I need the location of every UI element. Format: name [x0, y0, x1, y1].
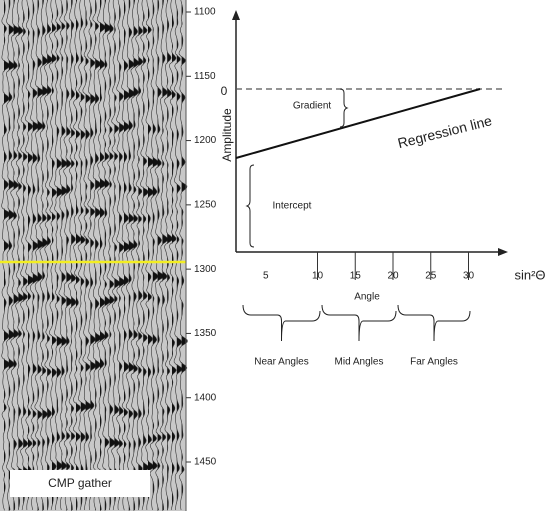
trace [1, 0, 11, 511]
intercept-label: Intercept [273, 201, 312, 212]
trace-fill [80, 0, 87, 511]
zero-label: 0 [221, 84, 228, 98]
trace [67, 0, 77, 510]
brace [397, 304, 471, 342]
x-ticks: 5 10 15 20 25 30 [263, 252, 475, 282]
x-variable: sin²Θ [514, 267, 545, 282]
trace [58, 0, 68, 511]
trace [82, 0, 92, 511]
trace [139, 0, 150, 511]
trace [39, 0, 49, 511]
x-tick-label: 30 [463, 271, 475, 282]
time-tick-label: 1400 [194, 392, 217, 403]
time-tick-label: 1150 [194, 71, 216, 82]
trace [5, 0, 15, 511]
time-tick-label: 1350 [194, 328, 217, 339]
gather-label-box [10, 470, 150, 497]
trace [54, 0, 64, 510]
trace [145, 0, 155, 511]
y-arrow [232, 10, 240, 20]
trace [96, 0, 107, 511]
x-axis-title: Angle [354, 292, 380, 303]
trace [44, 0, 53, 511]
x-tick-label: 5 [263, 271, 269, 282]
y-axis-label: Amplitude [220, 108, 234, 162]
trace [154, 0, 165, 511]
group-label: Mid Angles [335, 357, 384, 368]
trace [164, 0, 174, 511]
trace-fill [18, 0, 25, 511]
time-tick-label: 1100 [194, 7, 216, 18]
time-tick-label: 1250 [194, 199, 217, 210]
time-tick-label: 1300 [194, 264, 217, 275]
trace [15, 0, 25, 511]
brace [242, 304, 321, 342]
trace [111, 0, 121, 511]
trace [178, 0, 188, 511]
regression-label: Regression line [396, 112, 494, 151]
trace-fill [37, 0, 44, 511]
x-tick-label: 25 [425, 271, 437, 282]
angle-groups: Near Angles Mid Angles Far Angles [242, 304, 471, 368]
trace-fill [157, 0, 164, 511]
trace [173, 0, 183, 510]
trace-fill [109, 0, 116, 511]
trace-fill [76, 0, 81, 511]
group-label: Far Angles [410, 357, 458, 368]
trace-fill [172, 0, 177, 511]
trace-fill [23, 0, 29, 511]
trace [77, 0, 87, 511]
trace [24, 0, 35, 511]
trace [135, 0, 144, 511]
trace-fill [28, 0, 34, 511]
trace-fill [32, 0, 39, 511]
trace [106, 0, 116, 511]
trace-fill [114, 0, 120, 511]
gradient-bracket [339, 88, 349, 128]
trace [87, 0, 97, 511]
trace-fill [4, 0, 11, 511]
brace [321, 304, 397, 342]
wiggle-traces [1, 0, 188, 511]
trace [20, 0, 29, 511]
trace-fill [119, 0, 126, 511]
trace-fill [148, 0, 154, 511]
trace [92, 0, 102, 511]
trace-fill [61, 0, 68, 511]
trace-fill [42, 0, 49, 511]
trace [168, 0, 177, 511]
x-arrow [498, 248, 508, 256]
trace [130, 0, 140, 511]
trace [72, 0, 82, 511]
time-tick-label: 1450 [194, 457, 217, 468]
trace-fill [128, 0, 135, 511]
trace [101, 0, 112, 511]
x-tick-label: 20 [387, 271, 399, 282]
gradient-label: Gradient [293, 101, 332, 112]
x-tick-label: 15 [350, 271, 362, 282]
trace [34, 0, 45, 511]
group-label: Near Angles [254, 357, 308, 368]
trace-fill [152, 0, 159, 511]
trace [63, 0, 73, 511]
trace [149, 0, 159, 511]
intercept-bracket [245, 164, 255, 248]
trace [125, 0, 136, 511]
trace [159, 0, 169, 510]
gather-label: CMP gather [48, 476, 112, 490]
trace [10, 0, 21, 511]
trace [29, 0, 40, 511]
trace [116, 0, 126, 511]
regression-line [235, 88, 481, 159]
trace [121, 0, 131, 511]
x-tick-label: 10 [312, 271, 324, 282]
trace [48, 0, 58, 511]
time-tick-label: 1200 [194, 135, 217, 146]
gather-background [0, 0, 186, 511]
trace-fill [90, 0, 96, 511]
